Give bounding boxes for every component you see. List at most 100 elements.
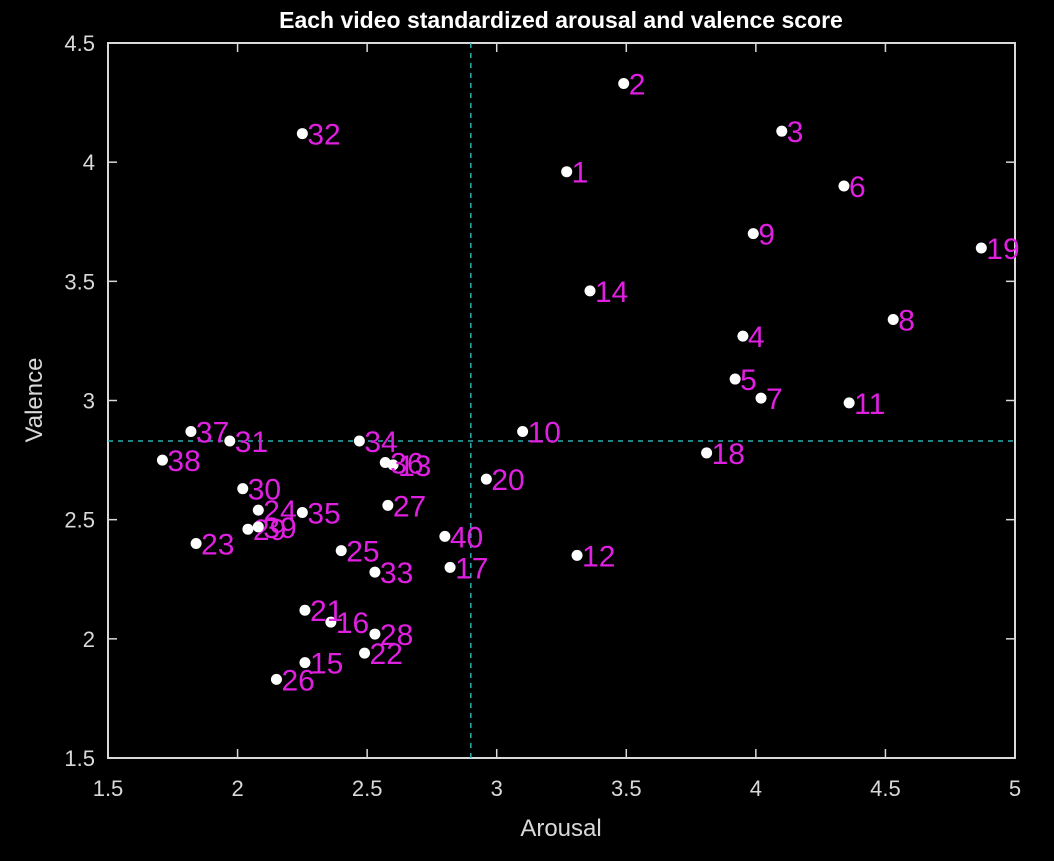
data-point: 40 bbox=[439, 521, 483, 554]
data-point: 6 bbox=[838, 171, 866, 204]
data-point: 5 bbox=[729, 364, 757, 397]
data-point: 25 bbox=[335, 536, 380, 569]
point-label: 18 bbox=[712, 438, 745, 471]
point-label: 39 bbox=[263, 512, 296, 545]
point-marker bbox=[369, 566, 381, 578]
data-point: 28 bbox=[369, 619, 413, 652]
data-point: 15 bbox=[299, 648, 343, 681]
data-point: 23 bbox=[190, 529, 234, 562]
point-label: 8 bbox=[898, 304, 915, 337]
y-tick-label: 4.5 bbox=[64, 31, 95, 56]
point-marker bbox=[382, 499, 394, 511]
point-marker bbox=[299, 604, 311, 616]
point-marker bbox=[224, 435, 236, 447]
y-axis-ticks: 1.5 2 2.5 3 3.5 4 4.5 bbox=[64, 31, 1015, 771]
point-marker bbox=[296, 128, 308, 140]
point-label: 35 bbox=[307, 498, 340, 531]
point-label: 4 bbox=[748, 321, 765, 354]
point-label: 24 bbox=[263, 495, 296, 528]
point-marker bbox=[379, 456, 391, 468]
data-point: 27 bbox=[382, 490, 426, 523]
point-marker bbox=[480, 473, 492, 485]
data-point: 14 bbox=[584, 276, 628, 309]
point-label: 23 bbox=[201, 529, 234, 562]
x-tick-label: 4 bbox=[750, 776, 762, 801]
data-points: 1234567891011121314151617181920212223242… bbox=[156, 69, 1020, 697]
data-point: 18 bbox=[701, 438, 745, 471]
y-axis-label: Valence bbox=[21, 358, 48, 443]
x-tick-label: 3.5 bbox=[611, 776, 642, 801]
point-label: 38 bbox=[167, 445, 200, 478]
x-tick-label: 2 bbox=[231, 776, 243, 801]
data-point: 35 bbox=[296, 498, 341, 531]
point-marker bbox=[299, 657, 311, 669]
point-label: 1 bbox=[572, 157, 589, 190]
data-point: 37 bbox=[185, 416, 229, 449]
point-label: 10 bbox=[528, 416, 561, 449]
point-marker bbox=[325, 616, 337, 628]
data-point: 8 bbox=[887, 304, 915, 337]
x-tick-label: 2.5 bbox=[352, 776, 383, 801]
data-point: 16 bbox=[325, 607, 369, 640]
chart-title: Each video standardized arousal and vale… bbox=[279, 7, 843, 33]
x-tick-label: 5 bbox=[1009, 776, 1021, 801]
point-marker bbox=[517, 425, 529, 437]
point-label: 11 bbox=[854, 388, 885, 421]
point-marker bbox=[618, 78, 630, 90]
point-label: 17 bbox=[455, 552, 488, 585]
data-point: 34 bbox=[353, 426, 398, 459]
data-point: 33 bbox=[369, 557, 413, 590]
point-label: 2 bbox=[629, 69, 646, 102]
point-label: 26 bbox=[281, 664, 314, 697]
x-tick-label: 3 bbox=[491, 776, 503, 801]
plot-area: 1.5 2 2.5 3 3.5 4 4.5 5 1.522.533.544.5 1234567… bbox=[64, 31, 1021, 801]
point-marker bbox=[729, 373, 741, 385]
point-label: 16 bbox=[336, 607, 369, 640]
point-label: 21 bbox=[310, 595, 343, 628]
data-point: 4 bbox=[737, 321, 765, 354]
point-label: 6 bbox=[849, 171, 866, 204]
point-label: 5 bbox=[740, 364, 757, 397]
data-point: 22 bbox=[359, 638, 403, 671]
point-marker bbox=[439, 530, 451, 542]
point-marker bbox=[737, 330, 749, 342]
point-label: 27 bbox=[393, 490, 426, 523]
point-marker bbox=[755, 392, 767, 404]
data-point: 31 bbox=[224, 426, 268, 459]
data-point: 26 bbox=[270, 664, 315, 697]
point-marker bbox=[270, 673, 282, 685]
point-marker bbox=[701, 447, 713, 459]
data-point: 3 bbox=[776, 116, 803, 149]
point-marker bbox=[252, 504, 264, 516]
point-label: 36 bbox=[390, 447, 423, 480]
point-label: 34 bbox=[364, 426, 397, 459]
data-point: 12 bbox=[571, 540, 615, 573]
y-tick-label: 4 bbox=[83, 150, 95, 175]
point-label: 40 bbox=[450, 521, 483, 554]
point-label: 30 bbox=[248, 474, 281, 507]
point-marker bbox=[843, 397, 855, 409]
y-tick-label: 3 bbox=[83, 389, 95, 414]
point-label: 12 bbox=[582, 540, 615, 573]
point-marker bbox=[335, 545, 347, 557]
y-tick-label: 2 bbox=[83, 627, 95, 652]
reference-lines bbox=[108, 43, 1015, 758]
x-tick-label: 1.5 bbox=[93, 776, 124, 801]
point-label: 15 bbox=[310, 648, 343, 681]
point-marker bbox=[561, 166, 573, 178]
point-label: 33 bbox=[380, 557, 413, 590]
point-label: 31 bbox=[235, 426, 268, 459]
data-point: 38 bbox=[156, 445, 201, 478]
y-tick-label: 3.5 bbox=[64, 269, 95, 294]
point-label: 28 bbox=[380, 619, 413, 652]
point-marker bbox=[747, 228, 759, 240]
data-point: 36 bbox=[379, 447, 424, 480]
y-tick-label: 1.5 bbox=[64, 746, 95, 771]
point-label: 9 bbox=[758, 219, 775, 252]
point-label: 13 bbox=[398, 450, 431, 483]
point-marker bbox=[185, 425, 197, 437]
point-marker bbox=[584, 285, 596, 297]
data-point: 30 bbox=[237, 474, 281, 507]
point-label: 25 bbox=[346, 536, 379, 569]
